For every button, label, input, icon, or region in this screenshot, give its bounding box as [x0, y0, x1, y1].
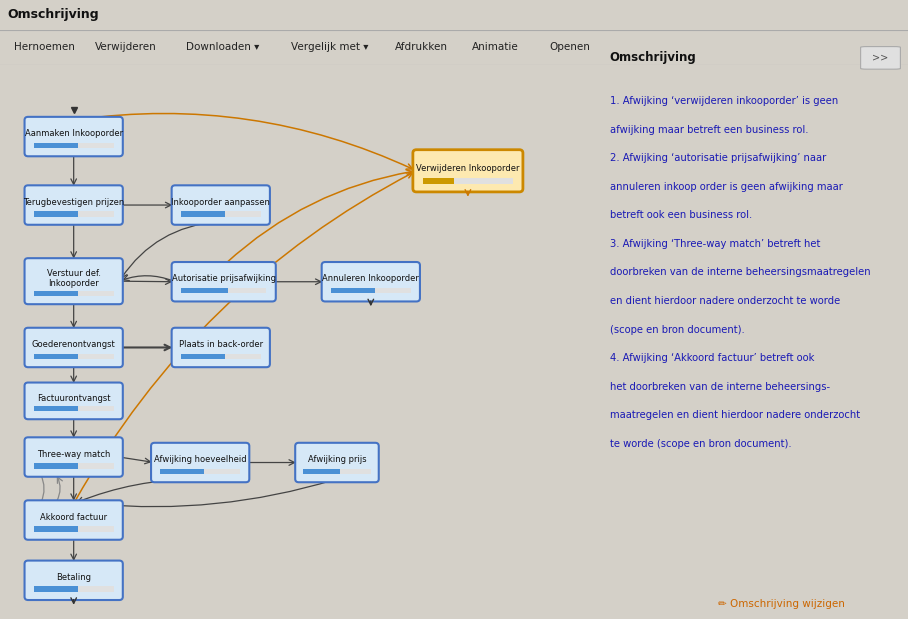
Text: afwijking maar betreft een business rol.: afwijking maar betreft een business rol. — [609, 125, 808, 135]
Text: >>: >> — [873, 53, 889, 63]
FancyBboxPatch shape — [295, 443, 379, 482]
FancyBboxPatch shape — [321, 262, 419, 301]
FancyBboxPatch shape — [172, 185, 270, 225]
Bar — [160, 469, 241, 474]
FancyBboxPatch shape — [25, 258, 123, 304]
Text: Plaats in back-order: Plaats in back-order — [179, 340, 262, 349]
Bar — [303, 469, 340, 474]
FancyBboxPatch shape — [25, 117, 123, 156]
FancyBboxPatch shape — [25, 500, 123, 540]
Text: Betaling: Betaling — [56, 573, 91, 582]
Bar — [34, 211, 78, 217]
Text: maatregelen en dient hierdoor nadere onderzocht: maatregelen en dient hierdoor nadere ond… — [609, 410, 860, 420]
FancyBboxPatch shape — [25, 327, 123, 367]
Bar — [34, 463, 114, 469]
Bar — [181, 211, 261, 217]
FancyBboxPatch shape — [25, 185, 123, 225]
Bar — [34, 586, 114, 592]
Bar — [34, 353, 114, 359]
Text: Aanmaken Inkooporder: Aanmaken Inkooporder — [25, 129, 123, 138]
Bar — [181, 353, 261, 359]
Text: Afwijking prijs: Afwijking prijs — [308, 456, 366, 464]
Text: Inkooporder aanpassen: Inkooporder aanpassen — [172, 198, 271, 207]
Text: Autorisatie prijsafwijking: Autorisatie prijsafwijking — [172, 274, 276, 284]
Text: Afwijking hoeveelheid: Afwijking hoeveelheid — [153, 456, 246, 464]
Text: Afdrukken: Afdrukken — [395, 42, 448, 53]
Text: 4. Afwijking ‘Akkoord factuur’ betreft ook: 4. Afwijking ‘Akkoord factuur’ betreft o… — [609, 353, 814, 363]
Bar — [34, 211, 114, 217]
Bar — [181, 211, 225, 217]
Text: Goederenontvangst: Goederenontvangst — [32, 340, 115, 349]
Bar — [422, 178, 513, 184]
Text: betreft ook een business rol.: betreft ook een business rol. — [609, 210, 752, 220]
Bar — [34, 405, 114, 411]
Bar — [303, 469, 370, 474]
Text: 2. Afwijking ‘autorisatie prijsafwijking’ naar: 2. Afwijking ‘autorisatie prijsafwijking… — [609, 154, 826, 163]
Text: Annuleren Inkooporder: Annuleren Inkooporder — [322, 274, 419, 284]
Bar — [34, 586, 78, 592]
Bar — [331, 288, 411, 293]
Text: ✏ Omschrijving wijzigen: ✏ Omschrijving wijzigen — [717, 599, 844, 609]
Bar — [422, 178, 454, 184]
Bar — [181, 288, 266, 293]
Bar — [34, 142, 114, 148]
Text: Factuurontvangst: Factuurontvangst — [37, 394, 111, 402]
Bar — [34, 463, 78, 469]
Bar — [34, 142, 78, 148]
Text: Openen: Openen — [549, 42, 590, 53]
Bar — [181, 353, 225, 359]
Text: doorbreken van de interne beheersingsmaatregelen: doorbreken van de interne beheersingsmaa… — [609, 267, 871, 277]
Text: Three-way match: Three-way match — [37, 450, 111, 459]
FancyBboxPatch shape — [25, 437, 123, 477]
Text: Omschrijving: Omschrijving — [609, 51, 696, 64]
FancyBboxPatch shape — [151, 443, 250, 482]
Bar — [34, 290, 78, 296]
Bar — [34, 353, 78, 359]
Text: te worde (scope en bron document).: te worde (scope en bron document). — [609, 439, 792, 449]
Text: Akkoord factuur: Akkoord factuur — [40, 513, 107, 522]
Text: 1. Afwijking ‘verwijderen inkooporder’ is geen: 1. Afwijking ‘verwijderen inkooporder’ i… — [609, 97, 838, 106]
FancyBboxPatch shape — [25, 561, 123, 600]
FancyBboxPatch shape — [25, 383, 123, 419]
Text: Verwijderen Inkooporder: Verwijderen Inkooporder — [416, 163, 519, 173]
Bar — [34, 405, 78, 411]
Bar — [34, 526, 114, 532]
Bar — [331, 288, 375, 293]
Text: Animatie: Animatie — [472, 42, 518, 53]
Bar — [160, 469, 204, 474]
Bar — [181, 288, 228, 293]
Text: Terugbevestigen prijzen: Terugbevestigen prijzen — [23, 198, 124, 207]
Text: Hernoemen: Hernoemen — [14, 42, 74, 53]
Text: annuleren inkoop order is geen afwijking maar: annuleren inkoop order is geen afwijking… — [609, 182, 843, 192]
Text: Verstuur def.
Inkooporder: Verstuur def. Inkooporder — [46, 269, 101, 288]
FancyBboxPatch shape — [861, 46, 901, 69]
FancyBboxPatch shape — [413, 150, 523, 192]
Text: (scope en bron document).: (scope en bron document). — [609, 324, 745, 334]
Text: en dient hierdoor nadere onderzocht te worde: en dient hierdoor nadere onderzocht te w… — [609, 296, 840, 306]
Text: Verwijderen: Verwijderen — [95, 42, 157, 53]
Text: het doorbreken van de interne beheersings-: het doorbreken van de interne beheersing… — [609, 381, 830, 392]
Bar — [34, 290, 114, 296]
FancyBboxPatch shape — [172, 327, 270, 367]
Text: Vergelijk met ▾: Vergelijk met ▾ — [291, 42, 368, 53]
Text: Omschrijving: Omschrijving — [7, 8, 99, 22]
Text: 3. Afwijking ‘Three-way match’ betreft het: 3. Afwijking ‘Three-way match’ betreft h… — [609, 239, 820, 249]
FancyBboxPatch shape — [172, 262, 276, 301]
Text: Downloaden ▾: Downloaden ▾ — [186, 42, 260, 53]
Bar — [34, 526, 78, 532]
